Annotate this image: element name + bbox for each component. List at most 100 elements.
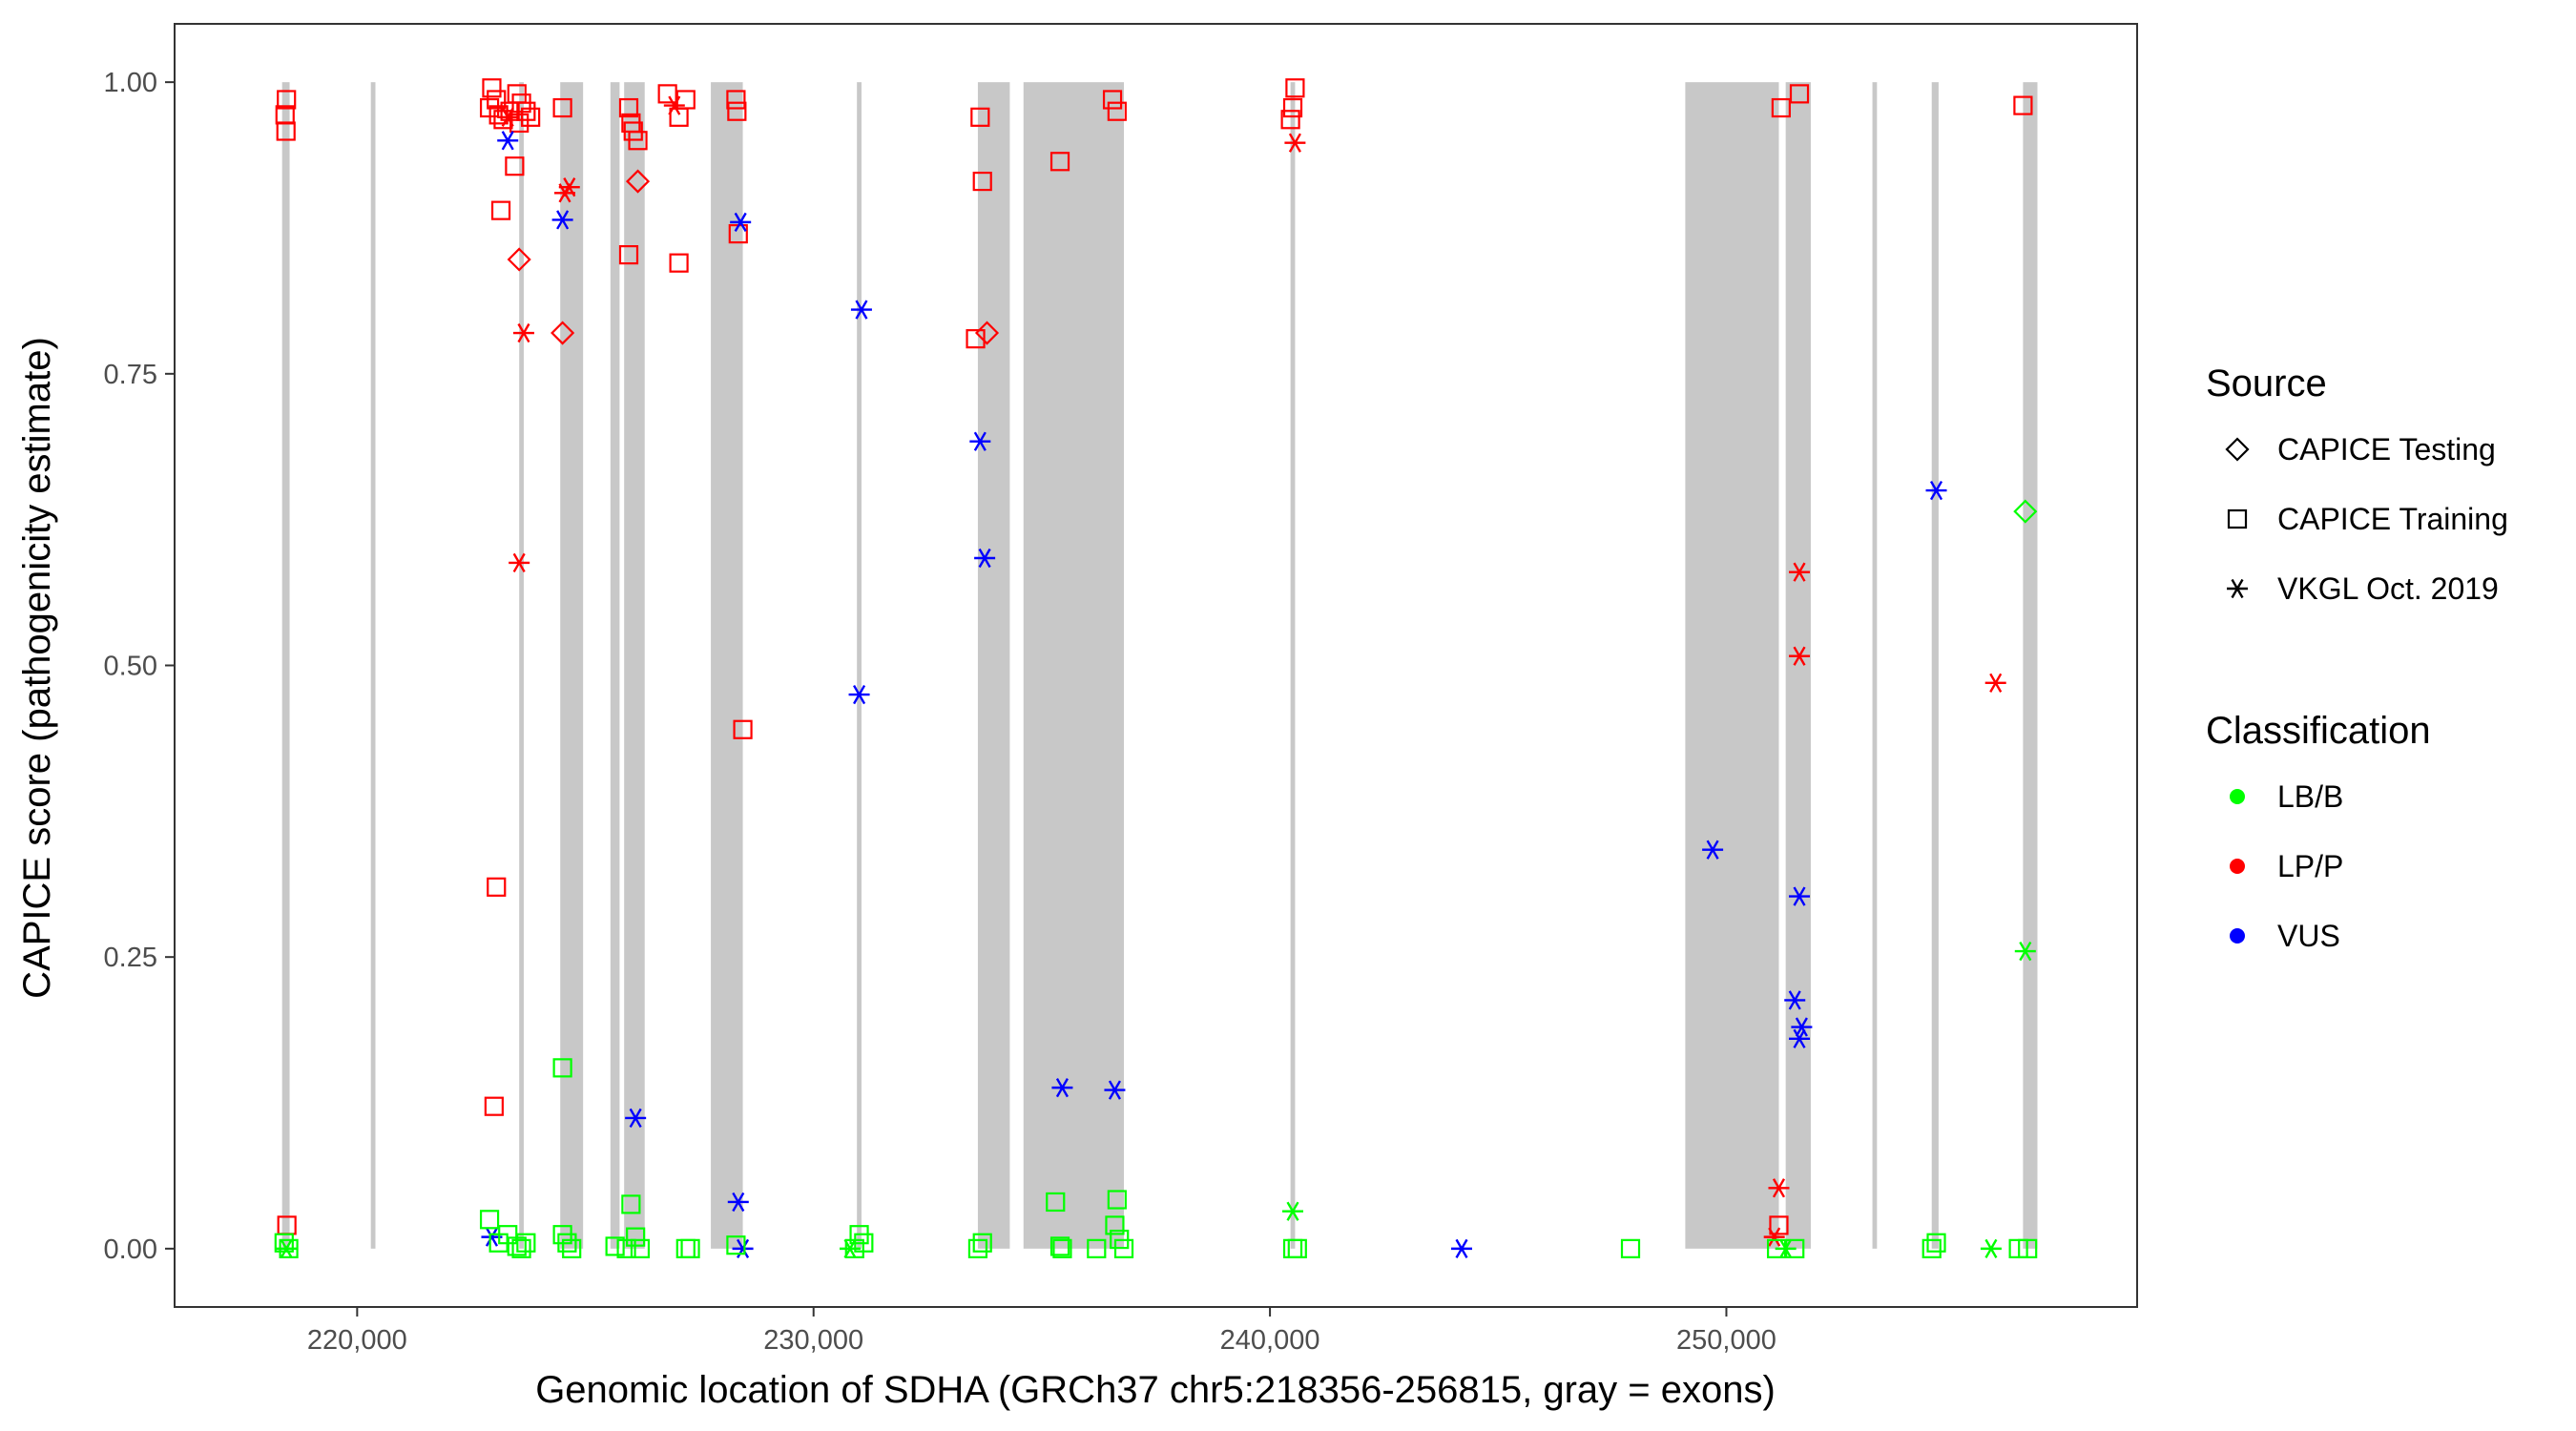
data-point — [1925, 480, 1947, 501]
data-point — [618, 245, 639, 265]
data-point — [1784, 990, 1806, 1010]
data-point — [2008, 1238, 2028, 1258]
data-point — [1789, 84, 1810, 104]
data-point — [1284, 133, 1306, 153]
exon-band — [624, 82, 645, 1249]
y-tick-label: 0.75 — [104, 360, 157, 390]
data-point — [967, 1238, 988, 1258]
data-point — [974, 321, 1000, 345]
data-point — [552, 1058, 572, 1078]
data-point — [1282, 97, 1303, 118]
data-point — [726, 1235, 746, 1255]
data-point — [972, 171, 992, 192]
data-point — [663, 95, 685, 115]
y-axis-title: CAPICE score (pathogenicity estimate) — [16, 337, 58, 999]
data-point — [497, 107, 519, 127]
data-point — [1984, 673, 2006, 693]
data-point — [276, 1238, 298, 1258]
data-point — [970, 107, 990, 127]
data-point — [1107, 1190, 1127, 1210]
data-point — [1771, 97, 1791, 118]
y-tick-label: 0.50 — [104, 652, 157, 682]
data-point — [657, 84, 677, 104]
data-point — [497, 131, 519, 151]
data-point — [605, 1236, 625, 1256]
data-point — [680, 1238, 700, 1258]
exon-bands — [281, 82, 2038, 1249]
legend-source-title: Source — [2206, 363, 2327, 404]
data-point — [552, 97, 572, 118]
data-point — [509, 552, 530, 573]
x-tick-label: 230,000 — [763, 1325, 863, 1356]
data-point — [1282, 1201, 1304, 1221]
data-point — [1769, 1215, 1789, 1235]
data-point — [1789, 646, 1810, 666]
data-point — [2013, 499, 2038, 524]
data-point — [277, 90, 297, 110]
legend-classification-key — [2230, 789, 2245, 804]
data-point — [616, 1238, 636, 1258]
x-tick-label: 220,000 — [307, 1325, 407, 1356]
data-point — [628, 131, 648, 151]
x-axis: 220,000 230,000 240,000 250,000 — [307, 1307, 1776, 1356]
x-axis-title: Genomic location of SDHA (GRCh37 chr5:21… — [535, 1369, 1776, 1411]
data-point — [1049, 152, 1070, 172]
exon-band — [560, 82, 584, 1249]
data-point — [1051, 1077, 1073, 1098]
data-point — [484, 1096, 504, 1116]
data-point — [966, 329, 986, 349]
data-points — [274, 78, 2038, 1258]
legend-source-label: CAPICE Testing — [2277, 432, 2496, 467]
data-point — [479, 1210, 500, 1230]
data-point — [733, 719, 753, 739]
data-point — [621, 1194, 641, 1214]
data-point — [2014, 941, 2036, 962]
exon-band — [519, 82, 524, 1249]
data-point — [1702, 840, 1724, 860]
data-point — [1789, 562, 1810, 582]
legend-classification-label: LB/B — [2277, 779, 2343, 814]
data-point — [730, 212, 752, 232]
data-point — [512, 322, 534, 343]
data-point — [554, 183, 576, 203]
legend-source-key — [2225, 437, 2250, 462]
data-point — [630, 1238, 651, 1258]
data-point — [1280, 110, 1300, 130]
data-point — [618, 97, 639, 118]
y-tick-label: 0.00 — [104, 1234, 157, 1265]
legend-source-items: CAPICE Testing CAPICE Training VKGL Oct. 2… — [2225, 432, 2508, 606]
data-point — [1789, 886, 1810, 906]
data-point — [1046, 1192, 1066, 1213]
exon-band — [370, 82, 376, 1249]
data-point — [507, 247, 531, 272]
exon-band — [1685, 82, 1779, 1249]
y-tick-label: 0.25 — [104, 943, 157, 973]
legend-classification-key — [2230, 928, 2245, 944]
data-point — [974, 548, 996, 569]
exon-band — [857, 82, 862, 1249]
data-point — [1052, 1238, 1072, 1258]
data-point — [1763, 1227, 1785, 1247]
data-point — [1926, 1233, 1946, 1253]
data-point — [557, 1233, 577, 1253]
data-point — [727, 1192, 749, 1213]
exon-band — [1785, 82, 1811, 1249]
data-point — [1107, 101, 1127, 121]
legend-classification-label: VUS — [2277, 919, 2340, 953]
exon-band — [1023, 82, 1125, 1249]
x-tick-label: 250,000 — [1676, 1325, 1776, 1356]
data-point — [1922, 1238, 1942, 1258]
data-point — [1791, 1017, 1813, 1037]
data-point — [1102, 90, 1123, 110]
data-point — [1620, 1238, 1641, 1258]
data-point — [505, 156, 525, 176]
data-point — [276, 121, 296, 141]
data-point — [2013, 95, 2033, 115]
data-point — [521, 107, 541, 127]
data-point — [1768, 1178, 1790, 1198]
exon-band — [1931, 82, 1939, 1249]
data-point — [1775, 1238, 1797, 1258]
exon-band — [2023, 82, 2038, 1249]
data-point — [1285, 78, 1305, 98]
